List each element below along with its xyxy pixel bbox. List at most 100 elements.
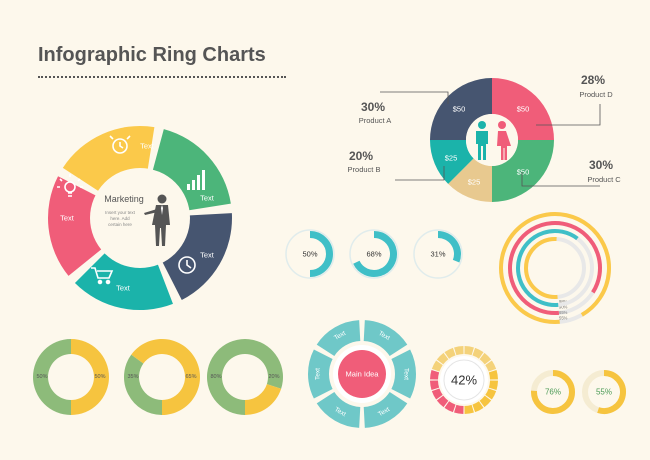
marketing-ring: Text Text Text Text Text Marketing Insert yo…	[48, 126, 233, 311]
concentric-ring-label: 55%	[559, 316, 568, 321]
gauge-segment	[444, 347, 456, 359]
gauge-segment	[488, 370, 498, 380]
split-donuts: 50% 50% 35% 65% 80% 20%	[33, 339, 283, 415]
main-idea-segment	[316, 320, 361, 357]
split-donut-right	[71, 339, 109, 415]
marketing-segment-label: Text	[200, 194, 215, 203]
concentric-ring-label: 65%	[559, 310, 568, 315]
main-idea-segment-label: Text	[403, 368, 410, 380]
marketing-center-text-3: certain here	[108, 222, 132, 227]
product-donut-slice	[430, 78, 492, 140]
callout-percent-product-c: 30%	[589, 158, 613, 172]
callout-name-product-d: Product D	[579, 90, 613, 99]
clock-icon	[178, 256, 196, 274]
split-donut-left	[33, 339, 71, 415]
product-slice-label: $50	[453, 105, 466, 114]
gauge-segment	[479, 352, 492, 365]
callout-line-product-b	[395, 166, 445, 181]
callout-line-product-a	[380, 91, 449, 104]
gauge-segment	[472, 401, 484, 413]
callout-percent-product-a: 30%	[361, 100, 385, 114]
progress-ring-arc	[353, 231, 397, 277]
product-slice-label: $25	[445, 154, 458, 163]
main-idea-segment	[308, 349, 333, 399]
gauge-segment	[464, 346, 474, 356]
progress-ring-label: 68%	[366, 250, 381, 259]
small-progress-rings: 50% 68% 31%	[285, 229, 463, 279]
marketing-center-title: Marketing	[104, 194, 144, 204]
businessman-presenting-icon	[144, 194, 170, 246]
main-idea-segment	[363, 320, 408, 357]
concentric-ring-label: 90%	[559, 305, 568, 310]
callout-percent-product-b: 20%	[349, 149, 373, 163]
concentric-ring-arc	[524, 237, 558, 299]
gauge-segment	[436, 352, 449, 365]
product-donut-slice	[448, 158, 492, 202]
product-slice-label: $50	[517, 105, 530, 114]
yellow-ring-arc	[531, 370, 575, 414]
marketing-ring-center	[90, 168, 190, 268]
gauge-segment	[472, 347, 484, 359]
main-idea-segment	[391, 349, 416, 399]
main-idea-segment	[316, 391, 361, 428]
split-donut-left	[206, 339, 283, 415]
bar-growth-icon	[187, 170, 205, 190]
shopping-cart-icon	[91, 267, 114, 285]
marketing-segment-label: Text	[140, 142, 155, 151]
gauge-segment	[454, 404, 464, 414]
light-bulb-icon	[57, 174, 83, 197]
concentric-rings: 98%90%65%55%	[499, 212, 611, 324]
split-donut-right-label: 20%	[268, 374, 279, 380]
split-donut-right	[245, 384, 282, 415]
gauge-label: 42%	[451, 373, 477, 388]
split-donut-left-label: 50%	[36, 374, 47, 380]
marketing-segment-label: Text	[60, 214, 75, 223]
gauge-segment	[444, 401, 456, 413]
gauge-segment	[436, 395, 449, 408]
split-donut-left-label: 35%	[127, 374, 138, 380]
gauge-segment	[464, 404, 474, 414]
progress-ring-track	[285, 229, 335, 279]
concentric-ring-arc	[508, 221, 602, 315]
page-title: Infographic Ring Charts	[38, 44, 266, 66]
product-donut-slice	[430, 140, 474, 184]
split-donut-left	[123, 354, 162, 415]
progress-ring-arc	[309, 231, 333, 277]
gauge-segment	[430, 380, 440, 390]
gauge-segment	[431, 360, 443, 372]
main-idea-center	[338, 350, 386, 398]
progress-ring-arc	[437, 231, 461, 263]
marketing-segment	[161, 213, 233, 300]
callout-name-product-c: Product C	[587, 175, 621, 184]
marketing-segment	[152, 129, 231, 211]
callout-name-product-b: Product B	[348, 165, 381, 174]
marketing-segment	[62, 126, 155, 192]
split-donut-left-label: 80%	[210, 374, 221, 380]
gauge-inner-ring	[443, 359, 485, 401]
split-donut-right-label: 65%	[185, 374, 196, 380]
product-donut: $50 $50 $50 $25 $25 30% Product A 28% Produc…	[348, 73, 621, 202]
product-donut-hole	[466, 114, 518, 166]
gauge-segment	[479, 395, 492, 408]
split-donut-right-label: 50%	[94, 374, 105, 380]
marketing-center-text-2: here. Add	[110, 216, 130, 221]
progress-ring-track	[413, 229, 463, 279]
main-idea-label: Main Idea	[346, 370, 380, 379]
yellow-ring-arc	[597, 370, 626, 414]
title-divider	[38, 76, 286, 78]
gauge-segment	[488, 380, 498, 390]
gauge-segment	[430, 370, 440, 380]
callout-name-product-a: Product A	[359, 116, 392, 125]
main-idea-segment-label: Text	[315, 368, 322, 380]
product-donut-slice	[492, 140, 554, 202]
main-idea-segment	[363, 391, 408, 428]
gauge-segment	[485, 360, 497, 372]
callout-line-product-d	[536, 104, 601, 126]
gauge-segment	[454, 346, 464, 356]
marketing-segment	[48, 176, 103, 276]
product-slice-label: $25	[468, 178, 481, 187]
product-slice-label: $50	[517, 168, 530, 177]
